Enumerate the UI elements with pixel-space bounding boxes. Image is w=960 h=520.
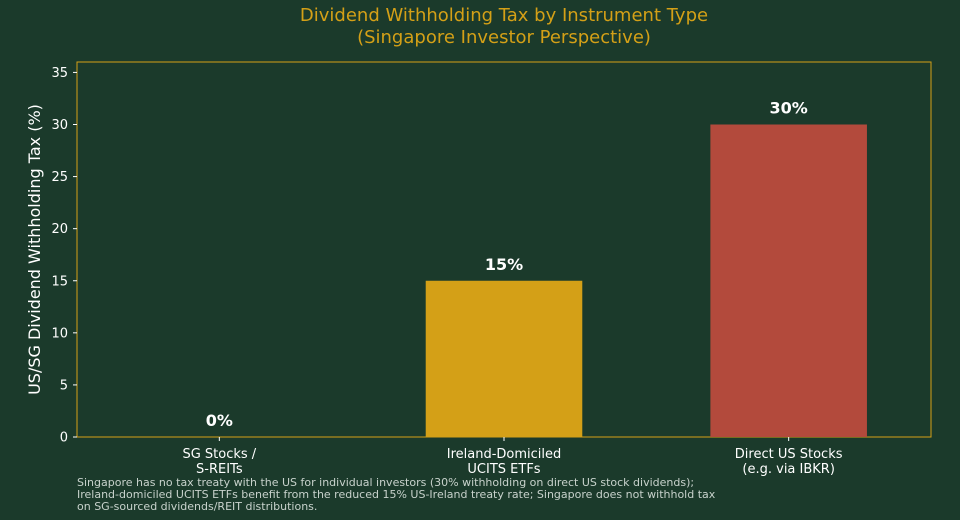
x-tick-label: S-REITs	[196, 462, 243, 477]
footnote-line: Singapore has no tax treaty with the US …	[77, 476, 695, 489]
footnote-line: Ireland-domiciled UCITS ETFs benefit fro…	[77, 488, 716, 501]
y-tick-label: 5	[60, 378, 68, 393]
x-tick-label: SG Stocks /	[182, 447, 256, 462]
x-tick-label: UCITS ETFs	[467, 462, 540, 477]
y-tick-label: 25	[51, 170, 68, 185]
y-axis-label: US/SG Dividend Withholding Tax (%)	[25, 104, 44, 395]
footnote-line: on SG-sourced dividends/REIT distributio…	[77, 500, 318, 513]
y-tick-label: 15	[51, 274, 68, 289]
data-label: 30%	[770, 99, 808, 118]
bar	[425, 280, 583, 437]
data-label: 15%	[485, 255, 523, 274]
y-tick-label: 20	[51, 222, 68, 237]
chart-title: Dividend Withholding Tax by Instrument T…	[300, 5, 708, 26]
data-label: 0%	[206, 411, 233, 430]
y-tick-label: 0	[60, 431, 68, 446]
chart-title: (Singapore Investor Perspective)	[357, 27, 651, 48]
y-tick-label: 10	[51, 326, 68, 341]
y-tick-label: 35	[51, 66, 68, 81]
y-tick-label: 30	[51, 118, 68, 133]
x-tick-label: Direct US Stocks	[735, 447, 843, 462]
x-tick-label: (e.g. via IBKR)	[742, 462, 835, 477]
x-tick-label: Ireland-Domiciled	[447, 447, 562, 462]
bar	[710, 124, 867, 437]
footnote: Singapore has no tax treaty with the US …	[77, 477, 777, 513]
